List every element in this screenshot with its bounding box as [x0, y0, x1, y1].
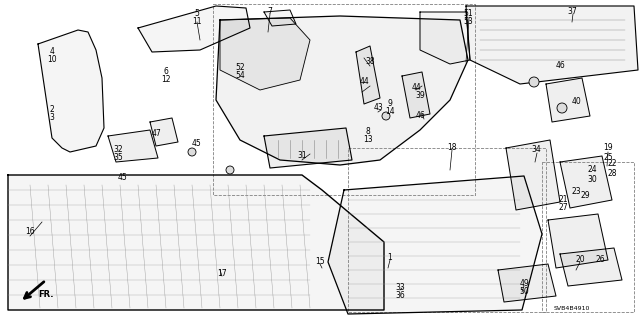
Text: 33: 33 — [395, 284, 405, 293]
Text: 44: 44 — [411, 84, 421, 93]
Polygon shape — [420, 12, 470, 64]
Text: 45: 45 — [191, 139, 201, 149]
Text: 47: 47 — [151, 130, 161, 138]
Polygon shape — [356, 46, 380, 104]
Text: 6: 6 — [164, 68, 168, 77]
Text: 44: 44 — [360, 78, 370, 86]
Text: 36: 36 — [395, 292, 405, 300]
Text: 49: 49 — [519, 279, 529, 288]
Text: 29: 29 — [580, 191, 590, 201]
Text: 43: 43 — [373, 103, 383, 113]
Text: 2: 2 — [50, 106, 54, 115]
Text: 50: 50 — [519, 287, 529, 296]
Circle shape — [529, 77, 539, 87]
Polygon shape — [402, 72, 430, 118]
Polygon shape — [466, 6, 638, 84]
Text: 45: 45 — [117, 174, 127, 182]
Text: 1: 1 — [388, 254, 392, 263]
Text: 26: 26 — [595, 256, 605, 264]
Text: FR.: FR. — [38, 290, 54, 299]
Polygon shape — [150, 118, 178, 146]
Circle shape — [557, 103, 567, 113]
Circle shape — [382, 112, 390, 120]
Text: 12: 12 — [161, 76, 171, 85]
Text: 7: 7 — [268, 8, 273, 17]
Text: 14: 14 — [385, 108, 395, 116]
Text: 20: 20 — [575, 256, 585, 264]
Text: 15: 15 — [315, 257, 325, 266]
Text: 54: 54 — [235, 71, 245, 80]
Text: 22: 22 — [607, 160, 617, 168]
Text: 30: 30 — [587, 175, 597, 184]
Text: 46: 46 — [555, 61, 565, 70]
Text: 5: 5 — [195, 10, 200, 19]
Circle shape — [188, 148, 196, 156]
Text: 4: 4 — [49, 48, 54, 56]
Polygon shape — [264, 10, 296, 26]
Text: 8: 8 — [365, 128, 371, 137]
Text: 16: 16 — [25, 227, 35, 236]
Text: 51: 51 — [463, 10, 473, 19]
Polygon shape — [264, 128, 352, 168]
Text: 34: 34 — [531, 145, 541, 154]
Text: SVB4B4910: SVB4B4910 — [554, 306, 590, 310]
Text: 32: 32 — [113, 145, 123, 154]
Text: 19: 19 — [603, 144, 613, 152]
Text: 37: 37 — [567, 8, 577, 17]
Text: 38: 38 — [365, 57, 375, 66]
Polygon shape — [548, 214, 608, 268]
Text: 13: 13 — [363, 136, 373, 145]
Polygon shape — [216, 16, 468, 165]
Text: 24: 24 — [587, 166, 597, 174]
Polygon shape — [38, 30, 104, 152]
Polygon shape — [560, 248, 622, 286]
Text: 11: 11 — [192, 18, 202, 26]
Text: 23: 23 — [571, 188, 581, 197]
Text: 3: 3 — [49, 114, 54, 122]
Text: 53: 53 — [463, 18, 473, 26]
Polygon shape — [8, 175, 384, 310]
Text: 21: 21 — [558, 196, 568, 204]
Text: 35: 35 — [113, 153, 123, 162]
Text: 39: 39 — [415, 92, 425, 100]
Polygon shape — [108, 130, 158, 162]
Text: 31: 31 — [297, 152, 307, 160]
Text: 28: 28 — [607, 169, 617, 179]
Text: 9: 9 — [388, 100, 392, 108]
Polygon shape — [560, 156, 612, 208]
Polygon shape — [498, 264, 556, 302]
Text: 17: 17 — [217, 270, 227, 278]
Text: 18: 18 — [447, 144, 457, 152]
Text: 27: 27 — [558, 204, 568, 212]
Polygon shape — [506, 140, 560, 210]
Polygon shape — [220, 18, 310, 90]
Polygon shape — [138, 6, 250, 52]
Polygon shape — [546, 78, 590, 122]
Text: 46: 46 — [415, 110, 425, 120]
Circle shape — [226, 166, 234, 174]
Text: 52: 52 — [235, 63, 245, 72]
Text: 10: 10 — [47, 56, 57, 64]
Polygon shape — [328, 176, 542, 314]
Text: 25: 25 — [603, 153, 613, 162]
Text: 40: 40 — [571, 98, 581, 107]
